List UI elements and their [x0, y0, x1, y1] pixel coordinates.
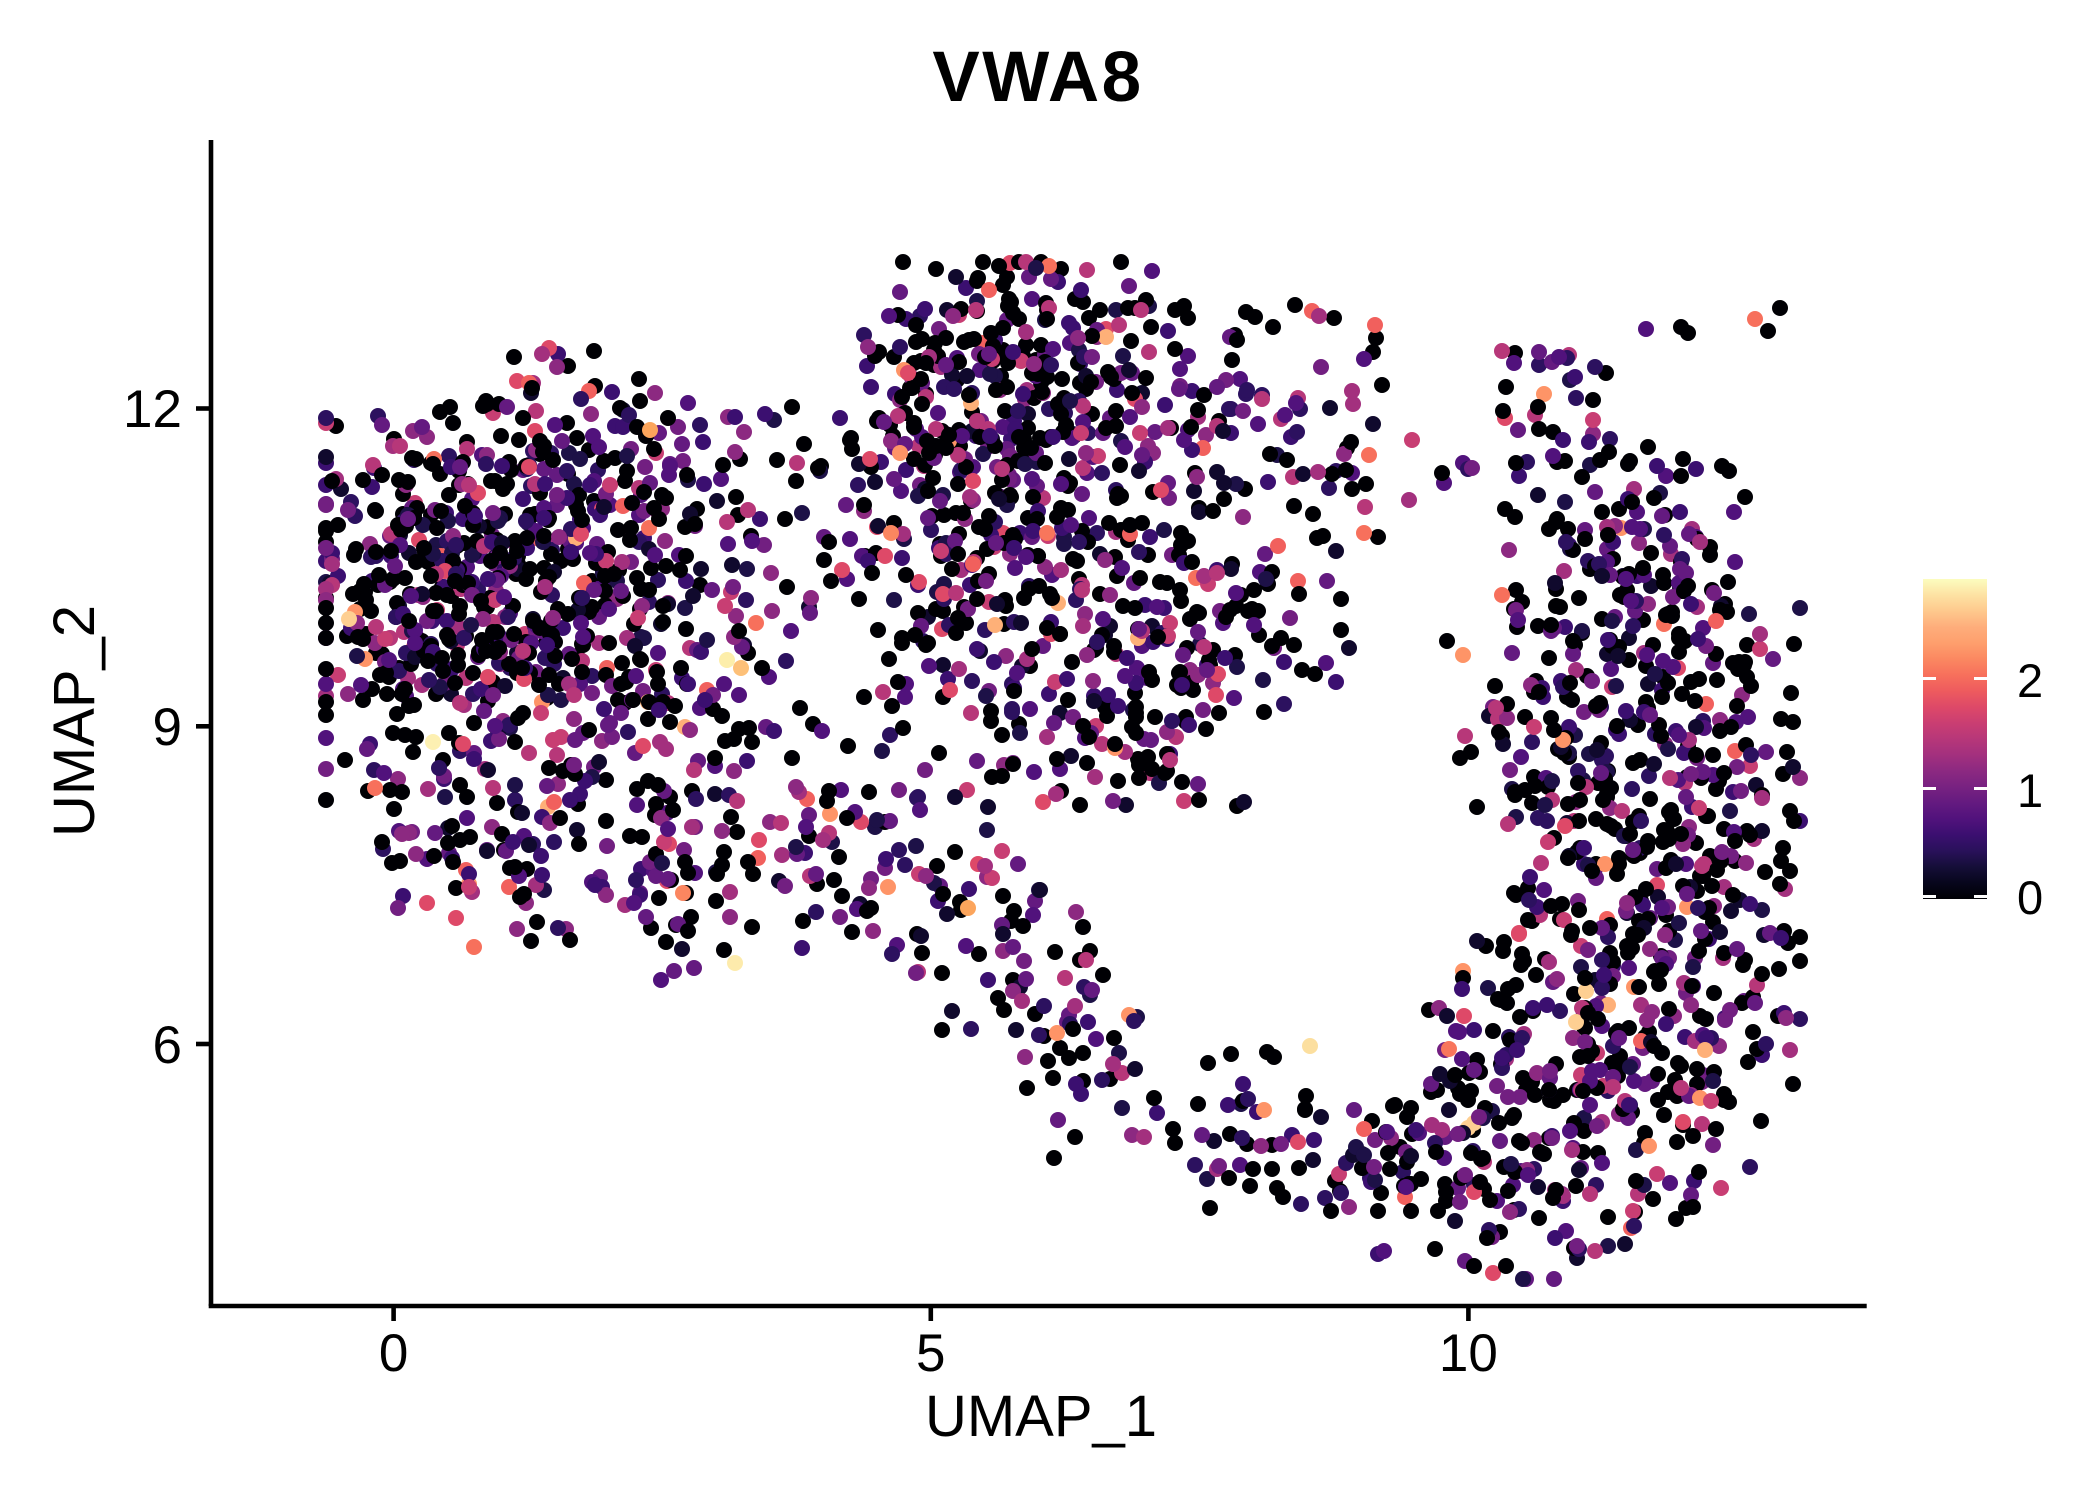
svg-text:1: 1 [2017, 764, 2043, 817]
svg-text:6: 6 [153, 1016, 182, 1075]
svg-text:VWA8: VWA8 [932, 38, 1143, 117]
svg-text:UMAP_1: UMAP_1 [925, 1384, 1157, 1449]
svg-text:5: 5 [916, 1324, 945, 1383]
svg-text:UMAP_2: UMAP_2 [42, 605, 107, 837]
svg-text:0: 0 [2017, 871, 2043, 924]
svg-text:9: 9 [153, 698, 182, 757]
svg-text:10: 10 [1439, 1324, 1498, 1383]
svg-text:2: 2 [2017, 654, 2043, 707]
svg-text:0: 0 [379, 1324, 408, 1383]
svg-text:12: 12 [123, 380, 182, 439]
